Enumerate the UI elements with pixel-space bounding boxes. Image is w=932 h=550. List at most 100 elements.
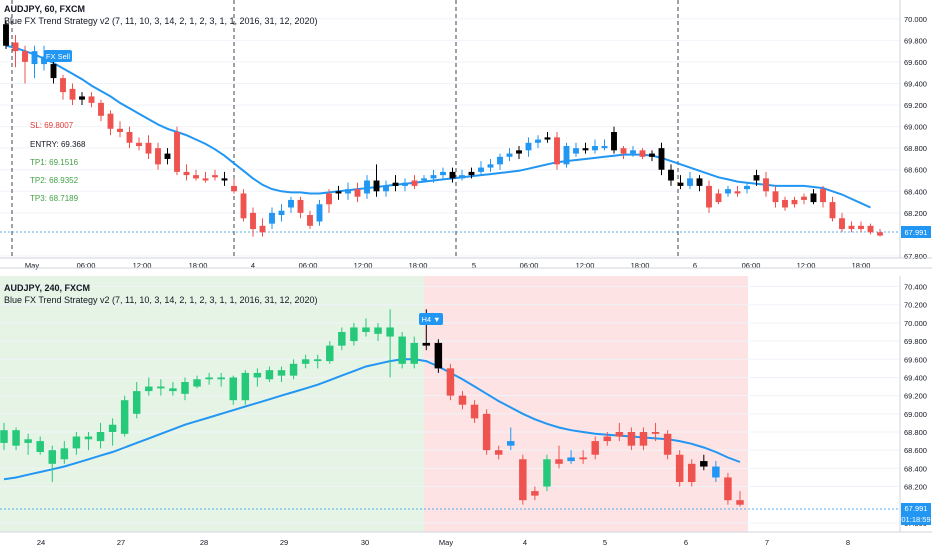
hourly-candle [31,45,38,79]
hourly-candle [630,146,636,157]
h4-price-tick: 70.200 [904,301,927,310]
hourly-price-tick: 68.200 [904,209,927,218]
hourly-price-tick: 68.600 [904,166,927,175]
h4-price-tick: 68.400 [904,464,927,473]
hourly-candle [402,178,408,192]
entry-label: ENTRY: 69.368 [30,140,86,149]
h4-candle [579,450,587,464]
h4-price-tick: 68.600 [904,446,927,455]
hourly-price-tick: 69.800 [904,36,927,45]
hourly-price-tick: 70.000 [904,15,927,24]
h4-candle [277,366,286,382]
hourly-candle [88,92,95,108]
take-profit-2-label: TP2: 68.9352 [30,176,79,185]
hourly-candle [506,148,513,162]
h4-candle [627,427,636,451]
hourly-candle [848,221,855,233]
candle-countdown: 01:18:59 [901,515,930,524]
hourly-candle [725,185,731,197]
h4-candle [724,472,732,505]
hourly-candle [535,135,541,149]
h4-candle [60,441,69,464]
h4-time-tick: 8 [846,538,850,547]
h4-last-price-tag: 67.991 01:18:59 [901,503,931,525]
hourly-candle [649,150,655,162]
hourly-candle [449,167,456,183]
hourly-time-tick: 6 [693,261,697,270]
h4-chart-panel[interactable]: AUDJPY, 240, FXCM Blue FX Trend Strategy… [0,276,932,547]
hourly-time-tick: 06:00 [742,261,761,270]
hourly-candle [440,167,446,179]
hourly-time-tick: May [25,261,39,270]
hourly-plot-area[interactable] [0,0,900,258]
hourly-candle [126,126,133,149]
hourly-symbol-title: AUDJPY, 60, FXCM [4,4,85,14]
hourly-candle [50,61,57,84]
hourly-candle [563,142,570,168]
hourly-candle [715,189,722,205]
hourly-candle [164,148,171,165]
hourly-time-tick: 12:00 [133,261,152,270]
h4-candle [687,459,696,487]
h4-candle [398,332,406,369]
hourly-candle [601,139,608,151]
hourly-price-tick: 68.800 [904,144,927,153]
hourly-candle [212,169,218,181]
fx-sell-badge[interactable]: FX Sell [44,50,72,62]
hourly-time-axis[interactable]: May 06:00 12:00 18:00 4 06:00 12:00 18:00 5 06:00… [25,261,870,270]
h4-candle [736,491,744,507]
hourly-candle [620,146,627,159]
hourly-candle [117,121,123,138]
h4-candle [446,363,455,401]
h4-indicator-label: Blue FX Trend Strategy v2 (7, 11, 10, 3,… [4,295,318,305]
hourly-time-tick: 06:00 [299,261,318,270]
h4-price-axis[interactable]: 70.400 70.200 70.000 69.800 69.600 69.400 69.2… [904,283,927,528]
h4-price-tick: 69.800 [904,337,927,346]
hourly-candle [753,169,760,186]
hourly-last-price-tag: 67.991 [901,226,931,238]
h4-candle [675,450,684,487]
hourly-candle [335,185,342,200]
h4-candle [543,454,551,492]
h4-sell-badge[interactable]: H4 ▼ [419,313,443,325]
hourly-candle [411,175,418,190]
h4-time-axis[interactable]: 24 27 28 29 30 May 4 5 6 7 8 [37,538,850,547]
hourly-candle [810,189,817,205]
h4-price-tick: 69.400 [904,373,927,382]
h4-time-tick: 6 [684,538,688,547]
hourly-candle [155,142,161,170]
hourly-time-tick: 06:00 [77,261,96,270]
hourly-price-axis[interactable]: 70.000 69.800 69.600 69.400 69.200 69.000 68.8… [904,15,927,261]
hourly-time-tick: 12:00 [576,261,595,270]
hourly-candle [791,196,798,208]
hourly-candle [136,137,142,151]
h4-candle [241,370,250,405]
h4-candle [494,445,503,460]
hourly-time-tick: 5 [472,261,476,270]
h4-price-tick: 68.800 [904,428,927,437]
h4-candle [132,382,141,419]
hourly-candle [60,74,66,100]
h4-candle [507,427,515,451]
h4-candle [386,309,394,378]
hourly-candle [478,161,484,176]
hourly-candle [22,45,28,84]
hourly-candle [307,210,313,230]
hourly-price-tick: 69.600 [904,58,927,67]
h4-candle [615,422,624,442]
h4-candle [700,454,708,471]
h4-candle [374,322,382,342]
hourly-candle [820,185,826,208]
hourly-time-tick: 06:00 [520,261,539,270]
hourly-candle [69,83,76,106]
hourly-candle [867,223,874,235]
hourly-candle [668,164,674,186]
h4-candle [555,445,563,469]
hourly-candle [297,196,304,219]
hourly-candle [79,92,85,106]
h4-candle [639,427,648,451]
hourly-last-price-value: 67.991 [905,228,928,237]
hourly-candle [772,185,779,208]
hourly-chart-panel[interactable]: AUDJPY, 60, FXCM Blue FX Trend Strategy … [0,0,932,270]
